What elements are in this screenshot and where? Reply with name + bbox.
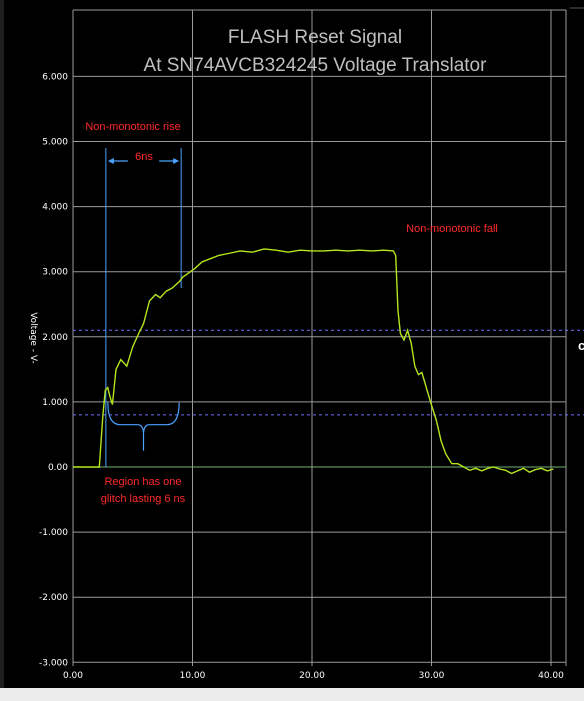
width-arrow-right-head — [173, 158, 180, 165]
voltage-waveform-line — [73, 248, 554, 475]
non-monotonic-fall-label: Non-monotonic fall — [406, 223, 498, 235]
clipped-edge-text: c — [578, 338, 584, 353]
y-tick-label: 5.000 — [42, 138, 68, 148]
x-tick-label: 30.00 — [419, 671, 445, 681]
y-tick-label: -2.000 — [39, 593, 68, 603]
glitch-region-brace — [107, 402, 180, 451]
annotation-markers — [105, 148, 182, 467]
rise-width-label: 6ns — [135, 151, 153, 163]
x-tick-label: 0.00 — [63, 671, 83, 681]
y-tick-label: 0.00 — [48, 463, 68, 473]
y-tick-label: 4.000 — [42, 203, 68, 213]
left-window-edge — [0, 0, 4, 688]
x-tick-label: 40.00 — [538, 671, 564, 681]
y-tick-label: 2.000 — [42, 333, 68, 343]
width-arrow-left-head — [107, 158, 114, 165]
chart-subtitle: At SN74AVCB324245 Voltage Translator — [144, 55, 488, 76]
x-tick-label: 10.00 — [180, 671, 206, 681]
chart-title: FLASH Reset Signal — [228, 27, 402, 48]
y-tick-label: 3.000 — [42, 268, 68, 278]
threshold-lines — [73, 329, 584, 416]
region-note-line-1: Region has one — [104, 476, 181, 488]
non-monotonic-rise-label: Non-monotonic rise — [85, 121, 180, 133]
y-axis-label: Voltage - V- — [28, 312, 38, 364]
axis-tick-labels: 6.000 5.000 4.000 3.000 2.000 1.000 0.00 -1.000… — [39, 72, 564, 681]
y-tick-label: -1.000 — [39, 528, 68, 538]
y-tick-label: 6.000 — [42, 72, 68, 82]
y-tick-label: 1.000 — [42, 398, 68, 408]
y-tick-label: -3.000 — [39, 658, 68, 668]
bottom-window-strip — [0, 688, 584, 701]
x-tick-label: 20.00 — [299, 671, 325, 681]
region-note-line-2: glitch lasting 6 ns — [101, 493, 186, 505]
grid-lines — [72, 9, 567, 666]
